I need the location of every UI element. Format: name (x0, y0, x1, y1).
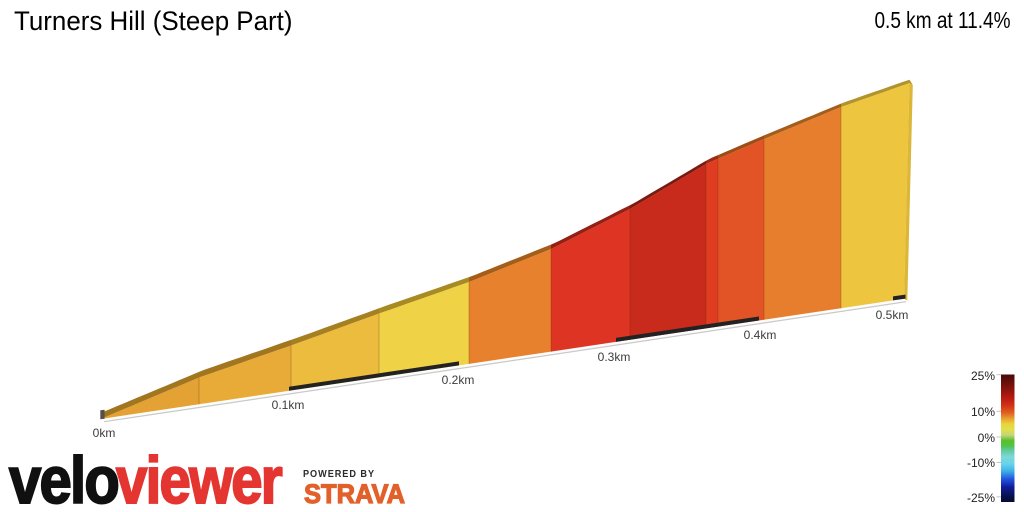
svg-text:velo: velo (9, 443, 118, 512)
svg-text:STRAVA: STRAVA (304, 479, 405, 509)
svg-text:viewer: viewer (116, 443, 282, 512)
svg-text:POWERED BY: POWERED BY (303, 468, 375, 480)
